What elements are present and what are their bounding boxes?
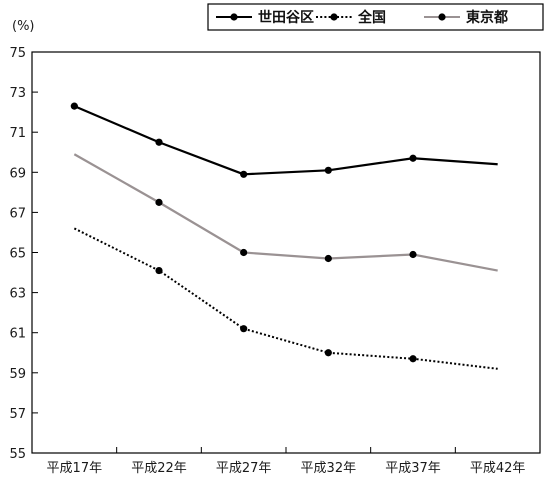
data-point — [155, 138, 163, 146]
data-point — [409, 355, 417, 363]
data-point — [409, 250, 417, 259]
series-line — [73, 153, 498, 272]
legend: 世田谷区 全国 東京都 — [207, 3, 544, 31]
x-tick-label: 平成32年 — [301, 461, 357, 476]
x-axis: 平成17年 平成22年 平成27年 平成32年 平成37年 平成42年 — [47, 447, 526, 476]
x-tick-label: 平成22年 — [131, 461, 187, 476]
series-line — [73, 227, 498, 370]
series-line — [73, 105, 498, 176]
x-tick-label: 平成27年 — [216, 461, 272, 476]
y-tick-label: 75 — [9, 46, 26, 61]
y-tick-label: 55 — [9, 447, 26, 462]
x-tick-label: 平成42年 — [470, 461, 526, 476]
y-tick-label: 59 — [9, 367, 26, 382]
series-1 — [73, 227, 498, 370]
y-tick-label: 67 — [9, 206, 26, 221]
data-point — [409, 154, 417, 162]
y-tick-label: 61 — [9, 327, 26, 342]
y-tick-label: 73 — [9, 86, 26, 101]
data-point — [324, 349, 332, 357]
legend-swatch-marker — [330, 13, 338, 21]
data-point — [240, 248, 248, 257]
data-point — [240, 170, 248, 178]
x-tick-label: 平成37年 — [385, 461, 441, 476]
y-tick-label: 63 — [9, 287, 26, 302]
data-point — [155, 266, 163, 275]
series-0 — [70, 102, 498, 178]
y-tick-label: 57 — [9, 407, 26, 422]
y-tick-label: 71 — [9, 126, 26, 141]
data-point — [70, 102, 78, 110]
x-tick-label: 平成17年 — [47, 461, 103, 476]
legend-entry-label: 全国 — [357, 9, 386, 26]
y-tick-label: 69 — [9, 166, 26, 181]
series-layer — [70, 102, 498, 370]
y-axis: 55 57 59 61 63 65 67 69 71 73 75 — [9, 46, 38, 462]
data-point — [240, 325, 248, 333]
y-tick-label: 65 — [9, 247, 26, 262]
legend-swatch-marker — [438, 13, 446, 21]
data-point — [155, 198, 163, 206]
legend-entry-label: 東京都 — [466, 9, 508, 26]
series-2 — [73, 153, 498, 272]
data-point — [324, 254, 332, 263]
legend-swatch-marker — [230, 13, 238, 21]
plot-area-frame — [31, 51, 541, 454]
y-axis-unit-label: (%) — [12, 19, 35, 34]
data-point — [324, 166, 332, 174]
legend-box — [207, 3, 544, 31]
legend-entry-label: 世田谷区 — [258, 9, 314, 26]
